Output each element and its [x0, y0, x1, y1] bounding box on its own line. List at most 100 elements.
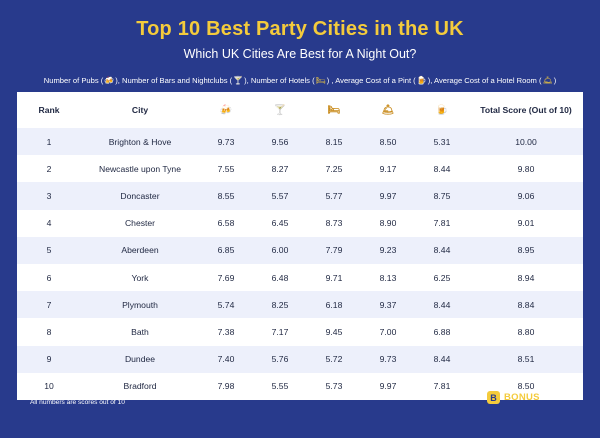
legend-separator: ),: [427, 76, 435, 85]
legend-label: Number of Hotels (: [250, 76, 315, 85]
chart-title: Top 10 Best Party Cities in the UK: [136, 18, 464, 40]
table-cell: 7.79: [307, 236, 361, 264]
legend-icon: 🛎: [542, 76, 553, 85]
column-header-icon: 🍸: [273, 104, 287, 116]
table-cell: 6.00: [253, 236, 307, 264]
table-cell: 8.95: [469, 236, 583, 264]
table-cell: 8.94: [469, 263, 583, 292]
table-row: 6 York 7.69 6.48 9.71 8.13 6.25 8.94: [17, 263, 583, 292]
table-cell: Newcastle upon Tyne: [81, 155, 199, 183]
table-cell: 2: [17, 155, 81, 183]
column-header: Total Score (Out of 10): [469, 92, 583, 128]
table-cell: Chester: [81, 209, 199, 237]
footer-source: Data gathered by BonusFinder in March 20…: [30, 390, 164, 397]
table-cell: 9.56: [253, 128, 307, 156]
table-cell: Brighton & Hove: [81, 128, 199, 156]
table-cell: 8.44: [415, 236, 469, 264]
table-cell: 8.44: [415, 291, 469, 319]
scores-table: Rank City 🍻 🍸 🛏 🛎 🍺 Total Score (Out of 10) 1 Br…: [17, 92, 583, 400]
table-row: 5 Aberdeen 6.85 6.00 7.79 9.23 8.44 8.95: [17, 236, 583, 264]
table-cell: 6: [17, 263, 81, 292]
table-cell: 9.97: [361, 182, 415, 210]
footer-scale-note: All numbers are scores out of 10: [30, 399, 125, 406]
table-row: 1 Brighton & Hove 9.73 9.56 8.15 8.50 5.31 10.0…: [17, 128, 583, 156]
table-cell: 8.44: [415, 345, 469, 373]
table-cell: Aberdeen: [81, 236, 199, 264]
column-header: City: [81, 92, 199, 128]
table-cell: 6.88: [415, 318, 469, 346]
column-header-icon: 🛏: [327, 104, 341, 116]
table-cell: 9.73: [361, 345, 415, 373]
table-cell: 7.81: [415, 372, 469, 400]
legend-separator: ),: [115, 76, 122, 85]
table-cell: Plymouth: [81, 291, 199, 319]
table-cell: 8: [17, 318, 81, 346]
table-cell: 7.00: [361, 318, 415, 346]
table-cell: 7.81: [415, 209, 469, 237]
table-cell: 5.57: [253, 182, 307, 210]
legend-separator: ),: [244, 76, 251, 85]
table-cell: 9.71: [307, 263, 361, 292]
table-cell: 8.25: [253, 291, 307, 319]
table-row: 4 Chester 6.58 6.45 8.73 8.90 7.81 9.01: [17, 209, 583, 237]
legend-label: Average Cost of a Pint (: [335, 76, 416, 85]
table-cell: 8.27: [253, 155, 307, 183]
table-cell: 9.01: [469, 209, 583, 237]
table-cell: 5.72: [307, 345, 361, 373]
table-cell: 7.38: [199, 318, 253, 346]
table-cell: Bath: [81, 318, 199, 346]
table-cell: 8.51: [469, 345, 583, 373]
table-body: 1 Brighton & Hove 9.73 9.56 8.15 8.50 5.31 10.0…: [17, 128, 583, 400]
legend: Number of Pubs (🍻), Number of Bars and N…: [0, 76, 600, 85]
table-cell: 7.17: [253, 318, 307, 346]
column-header-icon: 🍻: [219, 104, 233, 116]
legend-icon: 🍸: [233, 76, 244, 85]
table-cell: 6.85: [199, 236, 253, 264]
column-header: 🛏: [307, 92, 361, 128]
table-cell: 5: [17, 236, 81, 264]
table-cell: Bradford: [81, 372, 199, 400]
table-cell: 9: [17, 345, 81, 373]
table-cell: 6.18: [307, 291, 361, 319]
table-cell: 8.84: [469, 291, 583, 319]
legend-icon: 🍺: [416, 76, 427, 85]
table-cell: 8.73: [307, 209, 361, 237]
table-cell: 6.25: [415, 263, 469, 292]
table-header-row: Rank City 🍻 🍸 🛏 🛎 🍺 Total Score (Out of 10): [17, 92, 583, 128]
column-header: 🛎: [361, 92, 415, 128]
table-cell: 6.48: [253, 263, 307, 292]
table-cell: Dundee: [81, 345, 199, 373]
table-cell: 3: [17, 182, 81, 210]
table-cell: 10: [17, 372, 81, 400]
table-cell: 4: [17, 209, 81, 237]
legend-icon: 🍻: [104, 76, 115, 85]
table-cell: 7: [17, 291, 81, 319]
legend-separator: ): [553, 76, 557, 85]
table-cell: 5.77: [307, 182, 361, 210]
legend-separator: ) ,: [326, 76, 336, 85]
table-cell: 8.75: [415, 182, 469, 210]
table-cell: 9.80: [469, 155, 583, 183]
column-header-icon: 🍺: [435, 104, 449, 116]
logo-text: BONUSFINDER™: [504, 392, 584, 403]
table-cell: 5.74: [199, 291, 253, 319]
table-cell: 10.00: [469, 128, 583, 156]
table-cell: 8.90: [361, 209, 415, 237]
table-cell: 6.45: [253, 209, 307, 237]
table-cell: 1: [17, 128, 81, 156]
bonusfinder-logo: B BONUSFINDER™: [487, 391, 583, 404]
table-cell: 8.50: [361, 128, 415, 156]
table-cell: 9.06: [469, 182, 583, 210]
table-cell: 5.76: [253, 345, 307, 373]
table-cell: 7.25: [307, 155, 361, 183]
logo-mark-icon: B: [487, 391, 500, 404]
table-cell: 7.69: [199, 263, 253, 292]
table-row: 2 Newcastle upon Tyne 7.55 8.27 7.25 9.17 8.44…: [17, 155, 583, 183]
table-row: 7 Plymouth 5.74 8.25 6.18 9.37 8.44 8.84: [17, 291, 583, 319]
column-header: 🍺: [415, 92, 469, 128]
table-row: 8 Bath 7.38 7.17 9.45 7.00 6.88 8.80: [17, 318, 583, 346]
column-header: Rank: [17, 92, 81, 128]
table-cell: York: [81, 263, 199, 292]
table-cell: 8.80: [469, 318, 583, 346]
table-cell: 6.58: [199, 209, 253, 237]
